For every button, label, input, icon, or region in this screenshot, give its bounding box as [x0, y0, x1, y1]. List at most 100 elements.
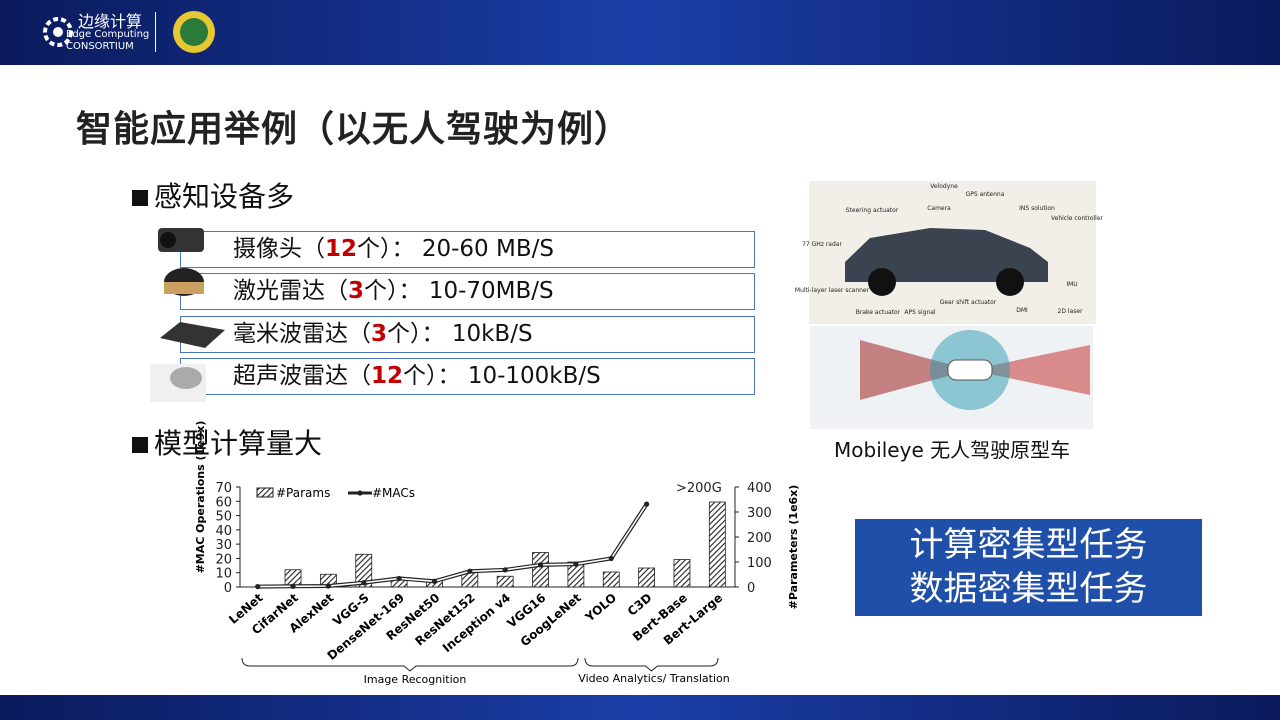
group-brace [241, 657, 579, 672]
sensor-rate: 个）： 10-100kB/S [403, 363, 601, 389]
figure-label: Brake actuator [856, 309, 901, 316]
y-tick-label: 0 [224, 581, 232, 596]
section-heading: 感知设备多 [132, 175, 294, 215]
y-tick-label: 70 [215, 481, 232, 496]
group-label: Video Analytics/ Translation [578, 672, 729, 685]
sensor-rate: 个）： 20-60 MB/S [357, 236, 554, 262]
sensor-name: 毫米波雷达（ [233, 321, 371, 347]
figure-label: Steering actuator [846, 207, 899, 214]
sensor-count: 12 [325, 236, 358, 262]
line-point [502, 567, 508, 573]
university-logo [173, 11, 215, 53]
sensor-rate: 个）： 10kB/S [387, 321, 533, 347]
divider [155, 12, 156, 52]
x-tick-label: GoogLeNet [518, 590, 584, 649]
line-point [290, 583, 296, 589]
figure-label: INS solution [1019, 205, 1055, 212]
legend-label: #MACs [372, 486, 415, 500]
camera-lens [160, 232, 176, 248]
y2-tick-label: 400 [747, 481, 772, 496]
figure-label: 2D laser [1058, 308, 1084, 315]
line-point [255, 583, 261, 590]
figure-caption: Mobileye 无人驾驶原型车 [834, 438, 1071, 462]
bar [532, 552, 549, 588]
y-tick-label: 60 [215, 495, 232, 510]
bar [496, 575, 514, 588]
sensor-name: 超声波雷达（ [233, 363, 371, 389]
sensor-row: 毫米波雷达（3个）： 10kB/S [180, 316, 755, 353]
y-tick-label: 10 [215, 567, 232, 582]
y2-tick-label: 200 [747, 531, 772, 546]
figure-label: Camera [927, 205, 951, 212]
y-axis-title: #MAC Operations (1e9x) [194, 421, 207, 574]
line [257, 503, 649, 589]
logo-title: 边缘计算 [78, 12, 143, 31]
line-group [255, 501, 650, 590]
bottom-banner [0, 695, 1280, 720]
line-point [396, 575, 402, 582]
ultrasonic-icon [170, 367, 202, 389]
line-point [467, 568, 473, 574]
coverage-beam [860, 340, 970, 400]
bar [355, 553, 373, 588]
sensor-row: 激光雷达（3个）： 10-70MB/S [180, 273, 755, 310]
y2-tick-label: 0 [747, 581, 755, 596]
y2-tick-label: 300 [747, 506, 772, 521]
figure-label: IMU [1066, 281, 1077, 288]
coverage-beam [970, 345, 1090, 395]
figure-label: Multi-layer laser scanner [795, 287, 870, 294]
logo-icon [43, 17, 73, 47]
sensor-name: 激光雷达（ [233, 278, 348, 304]
figure-label: 77 GHz radar [802, 241, 842, 248]
y2-axis-title: #Parameters (1e6x) [787, 485, 800, 610]
bar [708, 501, 726, 588]
sensor-row: 摄像头（12个）： 20-60 MB/S [180, 231, 755, 268]
callout-box: 计算密集型任务 数据密集型任务 [855, 519, 1202, 616]
y-tick-label: 20 [215, 552, 232, 567]
line-inner [257, 503, 648, 588]
lidar-base [164, 282, 204, 294]
bar [673, 559, 691, 588]
logo-line: CONSORTIUM [66, 41, 134, 52]
line-point [537, 562, 544, 568]
x-tick-label: C3D [625, 591, 655, 619]
car-wheel [996, 268, 1024, 296]
legend-swatch [256, 487, 274, 498]
group-label: Image Recognition [364, 673, 467, 686]
line-point [608, 555, 614, 562]
slide-title: 智能应用举例（以无人驾驶为例） [76, 109, 632, 150]
line-point [361, 580, 367, 586]
sensor-count: 3 [348, 278, 365, 304]
car-body [845, 228, 1048, 282]
y2-tick-label: 100 [747, 556, 772, 571]
callout-line: 数据密集型任务 [909, 569, 1148, 609]
car-wheel [868, 268, 896, 296]
sensor-count: 12 [371, 363, 404, 389]
line-point [325, 583, 331, 589]
figure-label: Velodyne [930, 183, 958, 190]
bar [638, 567, 656, 588]
bar [602, 571, 620, 588]
group-brace [584, 657, 719, 672]
figure-label: DMI [1016, 307, 1028, 314]
sensor-count: 3 [371, 321, 388, 347]
sensor-name: 摄像头（ [233, 236, 325, 262]
figure-label: APS signal [904, 309, 936, 316]
figure-label: GPS antenna [966, 191, 1005, 198]
callout-line: 计算密集型任务 [909, 525, 1148, 565]
figure-label: Vehicle controller [1051, 215, 1104, 222]
line-point [431, 578, 438, 584]
car-top-view [947, 359, 993, 381]
logo-line: Edge Computing [66, 29, 150, 40]
legend-label: #Params [276, 486, 330, 500]
y-tick-label: 50 [215, 510, 232, 525]
section-heading: 模型计算量大 [132, 422, 322, 462]
line-point [573, 561, 579, 567]
top-banner: 边缘计算 Edge Computing CONSORTIUM [0, 0, 1280, 65]
annotation: >200G [676, 481, 722, 496]
line-point [644, 501, 650, 507]
y-tick-label: 30 [215, 538, 232, 553]
legend-marker [357, 490, 363, 496]
